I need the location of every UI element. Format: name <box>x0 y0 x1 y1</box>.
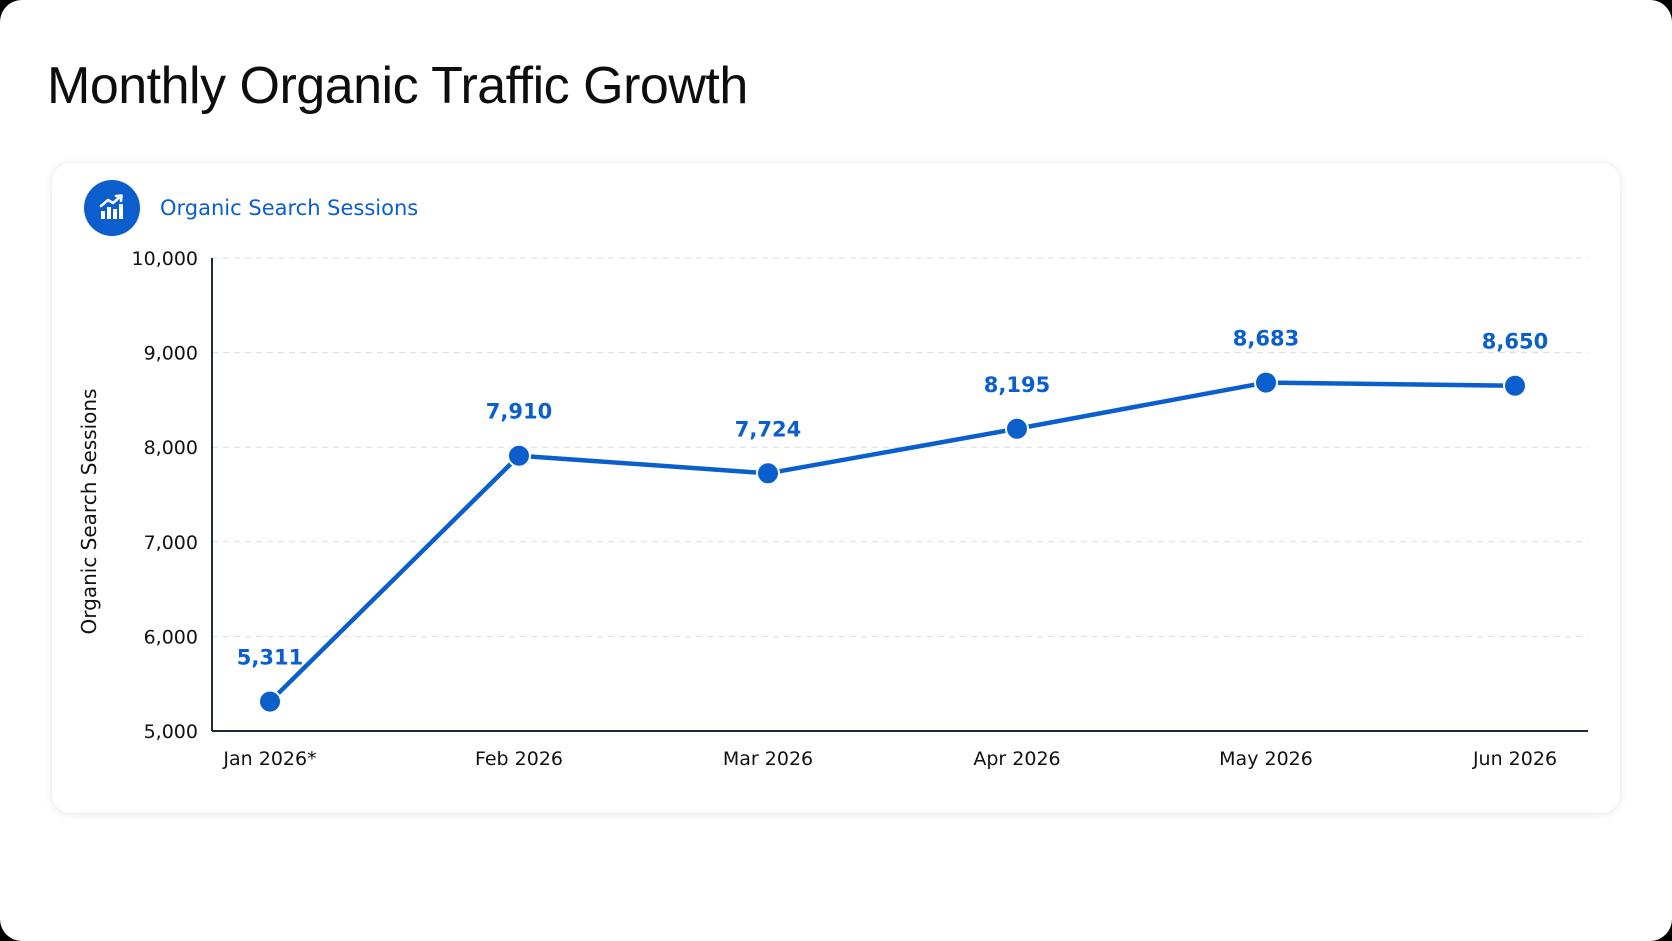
data-label: 8,683 <box>1233 327 1299 351</box>
y-tick-label: 6,000 <box>144 626 198 648</box>
chart-series-label: Organic Search Sessions <box>160 196 419 220</box>
bar-chart-trend-icon-glyph <box>99 194 123 219</box>
data-label: 8,195 <box>984 373 1050 397</box>
data-label: 7,724 <box>735 417 801 441</box>
data-point <box>756 461 780 486</box>
x-tick-label: Jun 2026 <box>1472 748 1557 770</box>
data-label: 7,910 <box>486 400 552 424</box>
data-label: 5,311 <box>237 646 303 670</box>
y-axis-label: Organic Search Sessions <box>77 389 101 635</box>
y-tick-label: 5,000 <box>144 721 198 743</box>
series-line <box>267 380 1518 704</box>
line-chart: 5,000 6,000 7,000 8,000 9,000 10,000 Organic S… <box>77 248 1588 770</box>
y-tick-label: 10,000 <box>132 248 198 270</box>
x-tick-label: Mar 2026 <box>723 748 813 770</box>
x-tick-label: Apr 2026 <box>973 748 1060 770</box>
x-tick-label: Feb 2026 <box>475 748 563 770</box>
data-point <box>1503 373 1527 398</box>
data-point <box>258 689 282 714</box>
y-tick-label: 9,000 <box>144 343 198 365</box>
data-point <box>1005 416 1029 441</box>
y-tick-label: 8,000 <box>144 437 198 459</box>
chart-card: Organic Search Sessions 5,000 6,000 7,000 8… <box>52 163 1620 813</box>
data-point <box>1254 370 1278 395</box>
card-header: Organic Search Sessions <box>84 180 418 236</box>
page-title: Monthly Organic Traffic Growth <box>47 57 748 115</box>
x-tick-label: Jan 2026* <box>222 748 316 770</box>
data-label: 8,650 <box>1482 330 1548 354</box>
data-point <box>507 443 531 468</box>
x-tick-label: May 2026 <box>1219 748 1313 770</box>
bar-chart-trend-icon <box>84 180 140 236</box>
y-tick-label: 7,000 <box>144 532 198 554</box>
